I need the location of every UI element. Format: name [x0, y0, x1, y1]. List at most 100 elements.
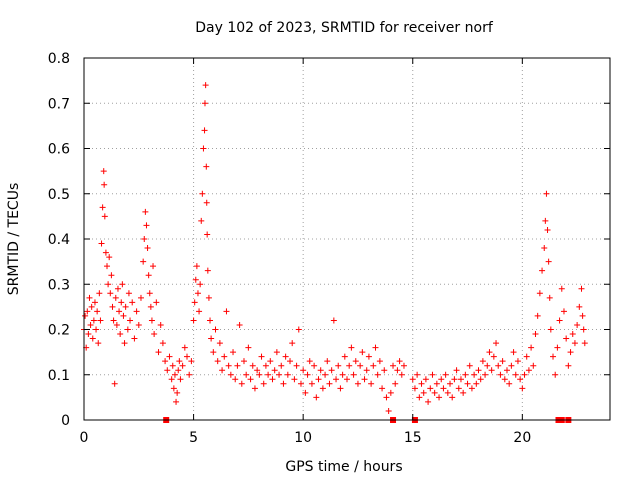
- grid: [84, 58, 610, 420]
- data-point: [455, 385, 462, 392]
- data-point: [416, 394, 423, 401]
- data-point: [245, 344, 252, 351]
- data-point: [508, 362, 515, 369]
- data-point: [118, 299, 125, 306]
- data-point: [148, 317, 155, 324]
- data-point: [162, 358, 169, 365]
- data-point: [519, 385, 526, 392]
- data-point: [171, 371, 178, 378]
- data-point: [93, 326, 100, 333]
- data-point: [392, 380, 399, 387]
- data-point: [449, 394, 456, 401]
- data-point: [436, 394, 443, 401]
- axis-ticks: [83, 57, 610, 421]
- data-point: [105, 281, 112, 288]
- data-point: [107, 290, 114, 297]
- data-point: [88, 303, 95, 310]
- data-point: [365, 353, 372, 360]
- data-point: [422, 376, 429, 383]
- data-point: [143, 222, 150, 229]
- data-point: [433, 380, 440, 387]
- data-point: [328, 367, 335, 374]
- data-point: [569, 331, 576, 338]
- data-point: [438, 376, 445, 383]
- data-point: [201, 100, 208, 107]
- data-point: [536, 290, 543, 297]
- data-point: [145, 272, 152, 279]
- data-point: [542, 217, 549, 224]
- data-point: [440, 385, 447, 392]
- data-point: [324, 358, 331, 365]
- data-point: [214, 358, 221, 365]
- data-point: [85, 331, 92, 338]
- data-point: [501, 376, 508, 383]
- data-point: [348, 344, 355, 351]
- data-point: [84, 308, 91, 315]
- data-point: [313, 394, 320, 401]
- data-point: [137, 294, 144, 301]
- data-point: [227, 371, 234, 378]
- x-tick-label: 10: [294, 430, 312, 446]
- data-point: [554, 344, 561, 351]
- y-tick-label: 0.3: [48, 277, 70, 293]
- data-point: [493, 340, 500, 347]
- data-point: [208, 335, 215, 342]
- data-point: [155, 349, 162, 356]
- data-point: [381, 367, 388, 374]
- data-point: [344, 376, 350, 383]
- data-point: [101, 213, 108, 220]
- data-point: [120, 312, 127, 319]
- data-point: [546, 294, 553, 301]
- data-point: [517, 376, 524, 383]
- data-point: [86, 294, 93, 301]
- data-point: [464, 380, 471, 387]
- data-point: [499, 358, 506, 365]
- data-point: [133, 308, 140, 315]
- data-point: [282, 353, 289, 360]
- data-point: [197, 281, 204, 288]
- data-point: [471, 371, 478, 378]
- data-point: [230, 349, 237, 356]
- data-point: [534, 312, 541, 319]
- data-point: [276, 371, 283, 378]
- data-point: [357, 362, 364, 369]
- data-point: [488, 367, 495, 374]
- data-point: [221, 353, 228, 360]
- data-point: [125, 290, 132, 297]
- data-points: [81, 82, 588, 423]
- data-point: [91, 299, 98, 306]
- data-point: [87, 321, 94, 328]
- data-point: [284, 371, 291, 378]
- data-point: [287, 358, 294, 365]
- data-point: [523, 353, 530, 360]
- data-point: [260, 380, 267, 387]
- data-point: [225, 362, 232, 369]
- data-point: [339, 371, 346, 378]
- data-point: [254, 367, 261, 374]
- data-point: [199, 190, 206, 197]
- data-point: [102, 249, 109, 256]
- data-point: [117, 331, 124, 338]
- data-point: [479, 358, 486, 365]
- data-point: [414, 371, 421, 378]
- data-point: [521, 371, 528, 378]
- data-point: [302, 389, 309, 396]
- data-point: [457, 376, 464, 383]
- data-point: [122, 303, 129, 310]
- data-point: [204, 231, 211, 238]
- data-point: [379, 385, 386, 392]
- data-point: [532, 331, 539, 338]
- data-point: [475, 367, 482, 374]
- data-point: [462, 371, 469, 378]
- y-tick-label: 0.6: [48, 142, 70, 158]
- data-point: [425, 398, 432, 405]
- data-point: [354, 380, 361, 387]
- data-point: [278, 362, 285, 369]
- data-point: [166, 353, 173, 360]
- data-point: [398, 371, 405, 378]
- data-point: [394, 367, 401, 374]
- data-point: [89, 335, 96, 342]
- data-point: [110, 317, 117, 324]
- data-point: [236, 321, 243, 328]
- data-point: [170, 385, 177, 392]
